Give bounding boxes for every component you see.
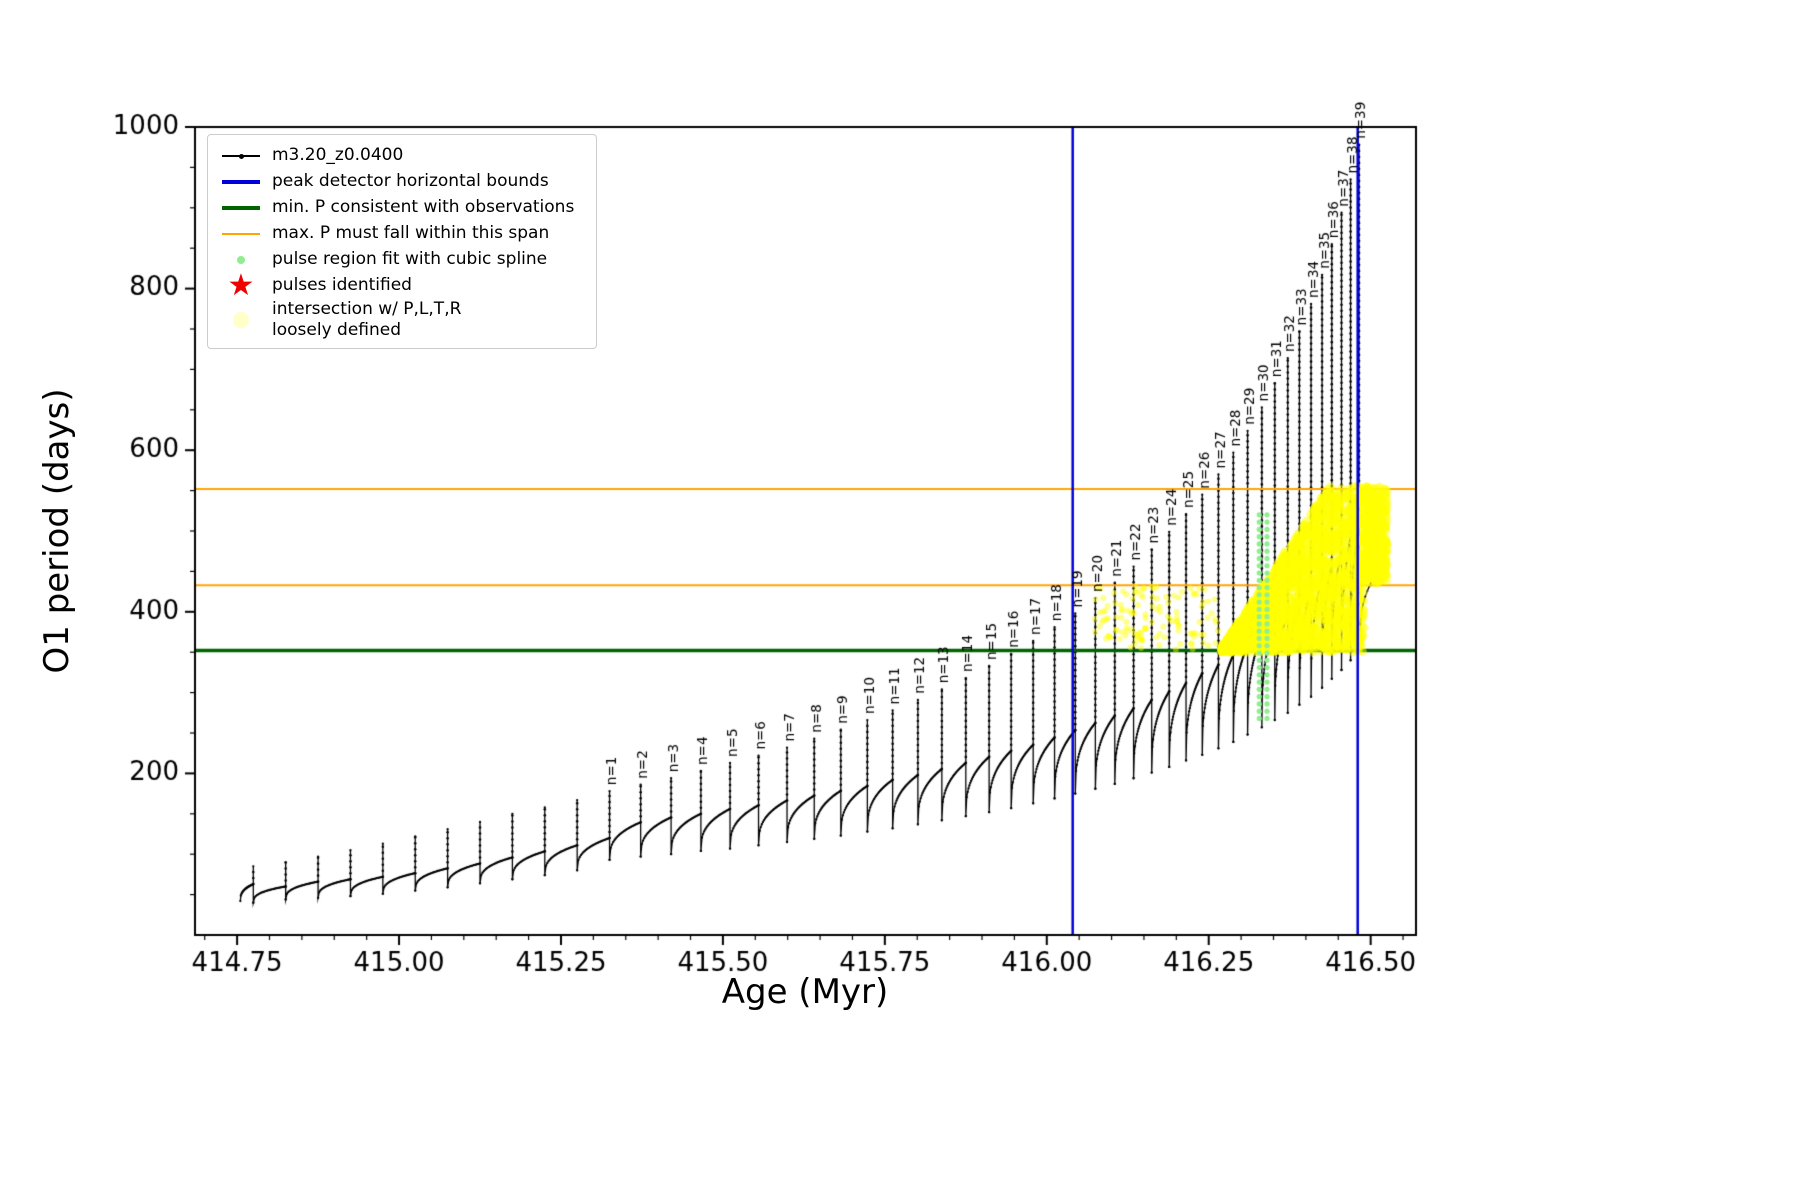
- blue-line-icon: [218, 180, 264, 184]
- red-star-icon: ★: [227, 268, 255, 303]
- orange-line-icon: [218, 233, 264, 235]
- legend-item-max-p-span: max. P must fall within this span: [218, 221, 586, 247]
- legend-label: pulse region fit with cubic spline: [272, 249, 548, 270]
- yellow-dot-icon: [218, 312, 264, 329]
- x-axis-label: Age (Myr): [721, 972, 889, 1012]
- legend-item-min-p-observations: min. P consistent with observations: [218, 195, 586, 221]
- legend-label: m3.20_z0.0400: [272, 145, 404, 166]
- legend-item-pulse-region-fit: pulse region fit with cubic spline: [218, 247, 586, 273]
- y-axis-label: O1 period (days): [37, 388, 77, 674]
- legend-label: min. P consistent with observations: [272, 197, 575, 218]
- green-line-icon: [218, 206, 264, 210]
- legend-label: max. P must fall within this span: [272, 223, 550, 244]
- legend-label: intersection w/ P,L,T,R loosely defined: [272, 299, 462, 341]
- legend-item-series: m3.20_z0.0400: [218, 143, 586, 169]
- green-dot-icon: [218, 256, 264, 264]
- legend-item-intersection: intersection w/ P,L,T,R loosely defined: [218, 299, 586, 342]
- line-marker-icon: [218, 153, 264, 159]
- legend-item-pulses-identified: ★ pulses identified: [218, 268, 586, 303]
- legend-item-peak-detector-bounds: peak detector horizontal bounds: [218, 169, 586, 195]
- legend-label: peak detector horizontal bounds: [272, 171, 549, 192]
- legend-label: pulses identified: [272, 275, 412, 296]
